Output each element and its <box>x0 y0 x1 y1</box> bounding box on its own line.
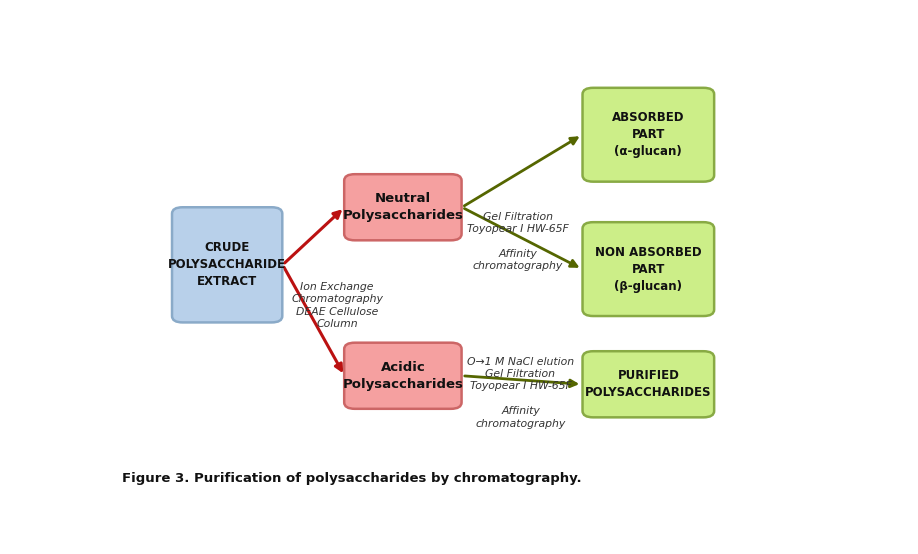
Text: PURIFIED
POLYSACCHARIDES: PURIFIED POLYSACCHARIDES <box>585 370 711 399</box>
Text: CRUDE
POLYSACCHARIDE
EXTRACT: CRUDE POLYSACCHARIDE EXTRACT <box>168 242 286 288</box>
FancyBboxPatch shape <box>172 207 283 322</box>
Text: NON ABSORBED
PART
(β-glucan): NON ABSORBED PART (β-glucan) <box>595 245 701 293</box>
FancyBboxPatch shape <box>583 351 714 417</box>
FancyBboxPatch shape <box>344 343 462 409</box>
Text: ABSORBED
PART
(α-glucan): ABSORBED PART (α-glucan) <box>612 111 685 158</box>
Text: Figure 3. Purification of polysaccharides by chromatography.: Figure 3. Purification of polysaccharide… <box>122 471 581 485</box>
Text: Acidic
Polysaccharides: Acidic Polysaccharides <box>342 361 464 391</box>
Text: Neutral
Polysaccharides: Neutral Polysaccharides <box>342 192 464 222</box>
Text: Ion Exchange
Chromatography
DEAE Cellulose
Column: Ion Exchange Chromatography DEAE Cellulo… <box>291 282 383 329</box>
Text: Gel Filtration
Toyopear I HW-65F

Affinity
chromatography: Gel Filtration Toyopear I HW-65F Affinit… <box>467 212 568 271</box>
FancyBboxPatch shape <box>344 174 462 240</box>
FancyBboxPatch shape <box>583 222 714 316</box>
Text: O→1 M NaCl elution
Gel Filtration
Toyopear I HW-65F

Affinity
chromatography: O→1 M NaCl elution Gel Filtration Toyope… <box>467 357 574 429</box>
FancyBboxPatch shape <box>583 88 714 182</box>
